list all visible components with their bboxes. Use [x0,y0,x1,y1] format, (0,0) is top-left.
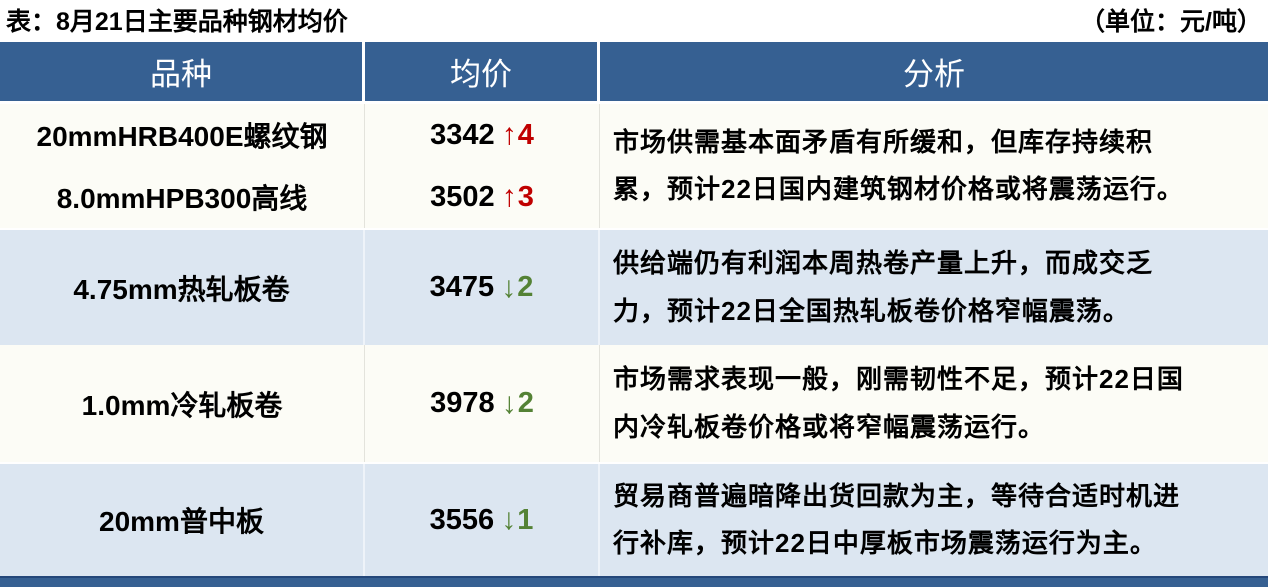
price-value: 3556 [429,503,495,536]
analysis-line: 力，预计22日全国热轧板卷价格窄幅震荡。 [613,295,1130,326]
price-value: 3978 [430,387,495,419]
up-arrow-icon: ↑ [501,180,517,213]
price-cell: 3978 ↓ 2 [365,345,600,462]
analysis-cell: 贸易商普遍暗降出货回款为主，等待合适时机进 行补库，预计22日中厚板市场震荡运行… [600,464,1268,576]
change-value: 3 [517,180,534,213]
change-value: 4 [517,118,534,151]
table-row-group-coldrolled: 1.0mm冷轧板卷 3978 ↓ 2 市场需求表现一般，刚需韧性不足，预计22日… [0,345,1268,462]
price-cell: 3556 ↓ 1 [365,464,600,576]
price-change: ↓ 1 [501,504,533,537]
header-variety: 品种 [0,42,365,101]
table-bottom-border [0,576,1268,587]
analysis-line: 行补库，预计22日中厚板市场震荡运行为主。 [613,528,1157,558]
price-change: ↑ 4 [502,119,534,152]
price-line: 3342 ↑ 4 [430,119,534,152]
variety-name-wirerod: 8.0mmHPB300高线 [56,183,308,214]
variety-cell: 4.75mm热轧板卷 [0,230,365,345]
down-arrow-icon: ↓ [501,503,517,536]
variety-name-rebar: 20mmHRB400E螺纹钢 [36,121,328,152]
table-row-group-hotrolled: 4.75mm热轧板卷 3475 ↓ 2 供给端仍有利润本周热卷产量上升，而成交乏… [0,228,1268,345]
unit-label: （单位：元/吨） [1080,8,1262,36]
price-change: ↓ 2 [501,271,533,304]
variety-name-coldrolled: 1.0mm冷轧板卷 [81,389,283,421]
price-value: 3342 [430,118,495,151]
down-arrow-icon: ↓ [501,386,517,420]
price-change: ↑ 3 [502,181,534,214]
table-row-group-plate: 20mm普中板 3556 ↓ 1 贸易商普遍暗降出货回款为主，等待合适时机进 行… [0,462,1268,576]
change-value: 2 [517,387,534,419]
variety-name-hotrolled: 4.75mm热轧板卷 [73,273,290,305]
analysis-line: 内冷轧板卷价格或将窄幅震荡运行。 [613,411,1046,442]
price-cell: 3342 ↑ 4 3502 ↑ 3 [365,104,600,228]
analysis-line: 供给端仍有利润本周热卷产量上升，而成交乏 [613,248,1154,279]
up-arrow-icon: ↑ [501,118,517,151]
down-arrow-icon: ↓ [501,270,517,304]
price-line: 3978 ↓ 2 [430,387,534,420]
header-analysis: 分析 [903,57,965,93]
analysis-cell: 市场需求表现一般，刚需韧性不足，预计22日国 内冷轧板卷价格或将窄幅震荡运行。 [600,345,1268,462]
price-line: 3475 ↓ 2 [430,271,534,304]
table-header-row: 品种 均价 分析 [0,42,1268,104]
analysis-cell: 供给端仍有利润本周热卷产量上升，而成交乏 力，预计22日全国热轧板卷价格窄幅震荡… [600,230,1268,345]
title-bar: 表：8月21日主要品种钢材均价 （单位：元/吨） [0,0,1268,42]
price-value: 3502 [430,180,495,213]
page-title: 表：8月21日主要品种钢材均价 [6,8,348,36]
price-change: ↓ 2 [502,387,534,420]
change-value: 1 [517,503,534,536]
analysis-cell: 市场供需基本面矛盾有所缓和，但库存持续积 累，预计22日国内建筑钢材价格或将震荡… [600,104,1268,228]
variety-cell: 20mmHRB400E螺纹钢 8.0mmHPB300高线 [0,104,365,228]
table-row-group-rebar-wirerod: 20mmHRB400E螺纹钢 8.0mmHPB300高线 3342 ↑ 4 35… [0,104,1268,228]
variety-name-plate: 20mm普中板 [99,506,264,537]
analysis-line: 累，预计22日国内建筑钢材价格或将震荡运行。 [613,174,1184,204]
variety-cell: 20mm普中板 [0,464,365,576]
price-value: 3475 [429,271,495,303]
analysis-line: 市场供需基本面矛盾有所缓和，但库存持续积 [613,126,1154,157]
price-line: 3502 ↑ 3 [430,181,534,214]
price-line: 3556 ↓ 1 [430,504,534,537]
variety-cell: 1.0mm冷轧板卷 [0,345,365,462]
analysis-line: 贸易商普遍暗降出货回款为主，等待合适时机进 [613,480,1181,511]
header-price: 均价 [365,42,600,101]
price-cell: 3475 ↓ 2 [365,230,600,345]
change-value: 2 [517,271,534,303]
analysis-line: 市场需求表现一般，刚需韧性不足，预计22日国 [613,364,1184,395]
